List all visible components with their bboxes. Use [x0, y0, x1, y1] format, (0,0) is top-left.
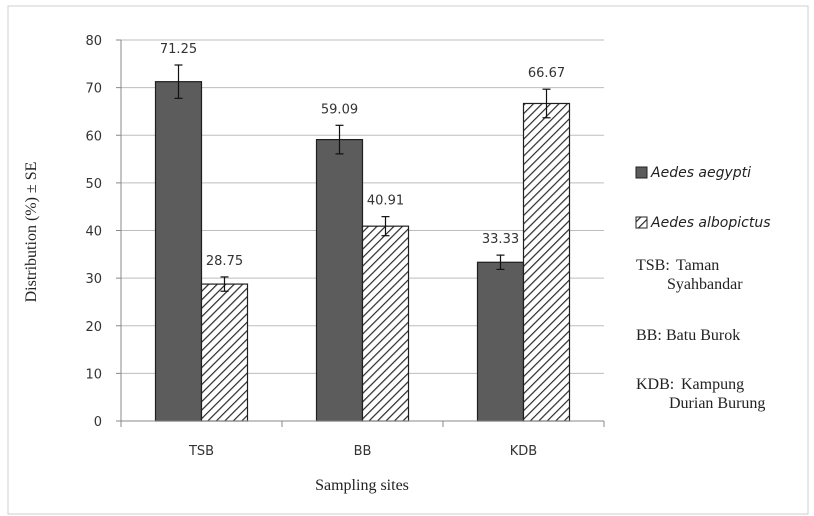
legend: Aedes aegypti Aedes albopictus	[635, 165, 771, 231]
bar-aedes-aegypti-kdb	[476, 261, 525, 422]
note-tsb-line-2: Syahbandar	[667, 276, 743, 293]
note-kdb-abbr: KDB:	[636, 376, 674, 393]
data-label: 28.75	[206, 254, 243, 269]
legend-swatch-aedes-albopictus	[635, 216, 648, 229]
y-tick-label: 30	[85, 272, 102, 287]
bar-aedes-albopictus-kdb	[522, 102, 571, 422]
note-bb-abbr: BB:	[636, 327, 662, 344]
bars: 71.25 28.75 59.09 40.91 33.33 66.67	[154, 42, 571, 422]
y-tick-label: 80	[85, 34, 102, 49]
x-tick-label: TSB	[188, 444, 214, 459]
y-tick-label: 20	[85, 320, 102, 335]
data-label: 33.33	[482, 232, 519, 247]
data-label: 66.67	[528, 66, 565, 81]
y-tick-label: 50	[85, 177, 102, 192]
bar-aedes-albopictus-bb	[361, 225, 410, 422]
data-label: 40.91	[367, 194, 404, 209]
note-kdb-line-2: Durian Burung	[669, 395, 765, 412]
x-tick-label: BB	[354, 444, 372, 459]
y-tick-label: 60	[85, 129, 102, 144]
bar-aedes-albopictus-tsb	[200, 283, 249, 422]
legend-label-aedes-aegypti: Aedes aegypti	[650, 165, 751, 181]
legend-label-aedes-albopictus: Aedes albopictus	[650, 215, 771, 231]
legend-swatch-aedes-aegypti	[635, 166, 648, 179]
note-bb-line-1: Batu Burok	[666, 327, 740, 344]
x-axis-label: Sampling sites	[315, 477, 409, 494]
site-abbreviation-notes: TSB: Taman Syahbandar BB: Batu Burok KDB…	[636, 257, 765, 412]
x-tick-label: KDB	[510, 444, 537, 459]
y-axis: 0 10 20 30 40 50 60 70 80	[85, 34, 122, 430]
y-tick-label: 10	[85, 367, 102, 382]
bar-aedes-aegypti-bb	[315, 138, 364, 422]
note-tsb-line-1: Taman	[676, 257, 719, 274]
y-tick-label: 70	[85, 82, 102, 97]
bar-aedes-aegypti-tsb	[154, 81, 203, 422]
y-axis-label: Distribution (%) ± SE	[23, 162, 40, 303]
note-kdb-line-1: Kampung	[681, 376, 744, 393]
note-tsb-abbr: TSB:	[636, 257, 670, 274]
data-label: 59.09	[321, 102, 358, 117]
y-tick-label: 40	[85, 225, 102, 240]
x-axis: TSB BB KDB	[120, 420, 605, 459]
y-tick-label: 0	[94, 415, 102, 430]
data-label: 71.25	[160, 42, 197, 57]
